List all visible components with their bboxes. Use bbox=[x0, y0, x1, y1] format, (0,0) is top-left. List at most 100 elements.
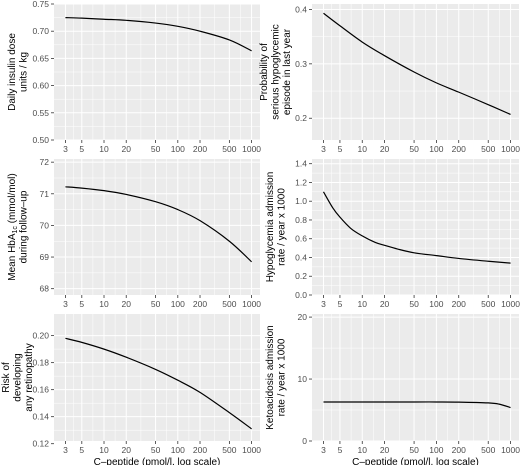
y-tick-label: 1.4 bbox=[295, 159, 307, 169]
x-tick-label: 100 bbox=[171, 299, 185, 309]
x-tick-label: 3 bbox=[321, 445, 326, 455]
y-tick-label: 0.0 bbox=[295, 290, 307, 300]
x-axis-title: C–peptide (pmol/l, log scale) bbox=[352, 457, 479, 465]
x-tick-label: 100 bbox=[171, 445, 185, 455]
panel-2: 0.2 0.3 0.4 3 5 10 20 50 100 200 500 1000 Probabilit… bbox=[259, 4, 520, 154]
x-tick-label: 10 bbox=[358, 445, 368, 455]
x-tick-label: 200 bbox=[193, 445, 207, 455]
y-tick-label: 0.20 bbox=[32, 331, 49, 341]
x-tick-label: 500 bbox=[481, 299, 495, 309]
y-tick-label: 20 bbox=[298, 312, 308, 322]
panel-3: 68 69 70 71 72 3 5 10 20 50 100 200 500 1000 Mean HbA1… bbox=[7, 157, 262, 309]
x-tick-label: 3 bbox=[63, 299, 68, 309]
series-line bbox=[323, 12, 511, 115]
x-tick-label: 3 bbox=[321, 144, 326, 154]
x-tick-label: 50 bbox=[151, 144, 161, 154]
x-tick-label: 5 bbox=[79, 299, 84, 309]
x-tick-label: 20 bbox=[380, 445, 390, 455]
panel-4: 0.0 0.2 0.4 0.6 0.8 1.0 1.2 1.4 3 5 10 20 50 100 200 50… bbox=[265, 159, 520, 309]
y-tick-label: 0.55 bbox=[32, 108, 49, 118]
x-tick-label: 200 bbox=[193, 144, 207, 154]
y-tick-label: 0.18 bbox=[32, 358, 49, 368]
series-line bbox=[322, 191, 511, 264]
panel-background bbox=[312, 159, 519, 295]
y-tick-label: 0.3 bbox=[295, 59, 307, 69]
panel-background bbox=[312, 314, 519, 441]
y-tick-label: 1.2 bbox=[295, 177, 307, 187]
panel-5: 0.12 0.14 0.16 0.18 0.20 3 5 10 20 50 100 200 500 100… bbox=[1, 314, 261, 465]
x-tick-label: 5 bbox=[79, 144, 84, 154]
x-tick-label: 50 bbox=[151, 299, 161, 309]
x-tick-label: 10 bbox=[99, 299, 109, 309]
x-tick-label: 5 bbox=[338, 299, 343, 309]
x-tick-label: 500 bbox=[222, 299, 236, 309]
x-tick-label: 500 bbox=[222, 445, 236, 455]
y-axis-title: Probability ofserious hypoglycemicepisod… bbox=[259, 24, 293, 120]
y-tick-label: 10 bbox=[298, 374, 308, 384]
y-tick-label: 0.14 bbox=[32, 412, 49, 422]
x-tick-label: 100 bbox=[171, 144, 185, 154]
x-tick-label: 20 bbox=[380, 144, 390, 154]
y-tick-label: 0.6 bbox=[295, 234, 307, 244]
y-axis-title: Risk ofdevelopingany retinopathy bbox=[1, 343, 35, 411]
y-tick-label: 0.2 bbox=[295, 271, 307, 281]
y-tick-label: 1.0 bbox=[295, 196, 307, 206]
y-tick-label: 71 bbox=[40, 189, 50, 199]
panel-background bbox=[312, 4, 519, 140]
x-tick-label: 200 bbox=[452, 144, 466, 154]
x-tick-label: 100 bbox=[429, 445, 443, 455]
y-tick-label: 72 bbox=[40, 157, 50, 167]
panel-6: 0 10 20 3 5 10 20 50 100 200 500 1000 Ketoacidosis a… bbox=[265, 312, 520, 465]
x-tick-label: 20 bbox=[121, 445, 131, 455]
y-tick-label: 0.2 bbox=[295, 113, 307, 123]
x-tick-label: 1000 bbox=[242, 445, 261, 455]
x-tick-label: 50 bbox=[409, 144, 419, 154]
y-tick-label: 68 bbox=[40, 284, 50, 294]
x-tick-label: 3 bbox=[63, 144, 68, 154]
x-tick-label: 100 bbox=[429, 144, 443, 154]
x-tick-label: 1000 bbox=[501, 144, 520, 154]
x-tick-label: 10 bbox=[358, 299, 368, 309]
x-tick-label: 10 bbox=[99, 445, 109, 455]
x-tick-label: 200 bbox=[452, 445, 466, 455]
series-line bbox=[65, 17, 252, 52]
y-tick-label: 70 bbox=[40, 220, 50, 230]
y-axis-title: Mean HbA1c (mmol/mol)during follow–up bbox=[7, 173, 30, 280]
x-tick-label: 100 bbox=[429, 299, 443, 309]
x-tick-label: 5 bbox=[338, 445, 343, 455]
y-tick-label: 0.70 bbox=[32, 26, 49, 36]
y-tick-label: 69 bbox=[40, 252, 50, 262]
y-tick-label: 0.60 bbox=[32, 81, 49, 91]
y-axis-title: Daily insulin doseunits / kg bbox=[7, 33, 30, 111]
x-tick-label: 50 bbox=[409, 299, 419, 309]
y-tick-label: 0 bbox=[302, 436, 307, 446]
x-tick-label: 3 bbox=[63, 445, 68, 455]
x-tick-label: 50 bbox=[151, 445, 161, 455]
panel-background bbox=[54, 159, 260, 295]
x-tick-label: 10 bbox=[358, 144, 368, 154]
x-tick-label: 1000 bbox=[242, 299, 261, 309]
y-tick-label: 0.12 bbox=[32, 439, 49, 449]
y-tick-label: 0.65 bbox=[32, 53, 49, 63]
x-tick-label: 1000 bbox=[501, 445, 520, 455]
x-tick-label: 500 bbox=[222, 144, 236, 154]
y-axis-title: Ketoacidosis admissionrate / year x 1000 bbox=[265, 325, 288, 430]
x-tick-label: 20 bbox=[380, 299, 390, 309]
y-tick-label: 0.50 bbox=[32, 135, 49, 145]
x-tick-label: 500 bbox=[481, 144, 495, 154]
x-tick-label: 5 bbox=[79, 445, 84, 455]
y-tick-label: 0.4 bbox=[295, 4, 307, 14]
x-tick-label: 10 bbox=[99, 144, 109, 154]
x-tick-label: 20 bbox=[121, 144, 131, 154]
y-tick-label: 0.8 bbox=[295, 215, 307, 225]
y-tick-label: 0.75 bbox=[32, 0, 49, 9]
x-axis-title: C–peptide (pmol/l, log scale) bbox=[94, 457, 221, 465]
x-tick-label: 50 bbox=[409, 445, 419, 455]
x-tick-label: 200 bbox=[452, 299, 466, 309]
x-tick-label: 500 bbox=[481, 445, 495, 455]
x-tick-label: 5 bbox=[338, 144, 343, 154]
panel-1: 0.50 0.55 0.60 0.65 0.70 0.75 3 5 10 20 50 100 200 50… bbox=[7, 0, 262, 154]
series-line bbox=[323, 401, 511, 409]
series-line bbox=[65, 337, 252, 430]
